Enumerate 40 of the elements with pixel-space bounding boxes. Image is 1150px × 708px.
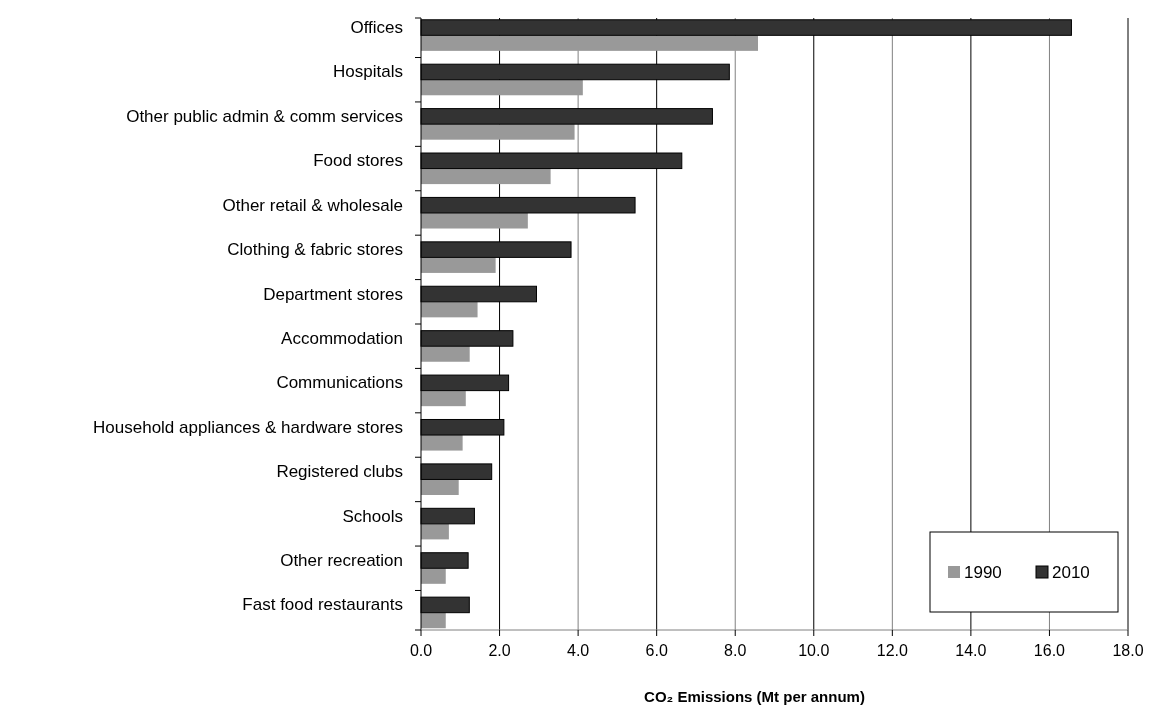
y-tick-label: Other retail & wholesale bbox=[222, 195, 403, 215]
x-tick-label: 4.0 bbox=[566, 642, 590, 659]
y-tick-label: Clothing & fabric stores bbox=[227, 240, 403, 260]
x-tick-label: 16.0 bbox=[1033, 642, 1066, 659]
bar bbox=[421, 612, 446, 629]
y-tick-label: Other recreation bbox=[280, 550, 403, 570]
y-tick-label: Fast food restaurants bbox=[242, 595, 403, 615]
x-tick-label: 8.0 bbox=[724, 642, 747, 659]
bar bbox=[421, 79, 583, 96]
bar bbox=[421, 346, 470, 362]
bar bbox=[421, 35, 758, 51]
y-tick-label: Department stores bbox=[263, 284, 403, 304]
x-tick-label: 12.0 bbox=[876, 642, 909, 659]
y-tick-label: Offices bbox=[350, 18, 403, 38]
x-tick-label: 10.0 bbox=[798, 642, 830, 659]
bar bbox=[421, 390, 466, 407]
bar bbox=[421, 168, 551, 185]
y-tick-label: Food stores bbox=[313, 151, 403, 171]
x-tick-label: 14.0 bbox=[955, 642, 987, 659]
bar bbox=[421, 479, 459, 495]
y-tick-label: Communications bbox=[276, 373, 403, 393]
legend-label: 2010 bbox=[1052, 562, 1090, 582]
y-tick-label: Schools bbox=[342, 506, 403, 526]
x-tick-label: 18.0 bbox=[1112, 642, 1144, 659]
bar bbox=[421, 301, 478, 318]
bar bbox=[421, 212, 528, 229]
y-tick-label: Registered clubs bbox=[276, 462, 403, 482]
bar bbox=[421, 568, 446, 584]
y-tick-label: Hospitals bbox=[333, 62, 403, 82]
x-axis-title: CO₂ Emissions (Mt per annum) bbox=[644, 688, 865, 705]
y-tick-label: Accommodation bbox=[281, 328, 403, 348]
x-tick-label: 6.0 bbox=[645, 642, 668, 659]
x-tick-label: 0.0 bbox=[409, 642, 433, 659]
legend-label: 1990 bbox=[964, 562, 1002, 582]
bar bbox=[421, 435, 463, 451]
bar bbox=[421, 124, 575, 140]
y-tick-label: Household appliances & hardware stores bbox=[93, 417, 403, 437]
x-tick-label: 2.0 bbox=[488, 642, 511, 659]
y-tick-label: Other public admin & comm services bbox=[126, 106, 403, 126]
bar bbox=[421, 257, 496, 273]
